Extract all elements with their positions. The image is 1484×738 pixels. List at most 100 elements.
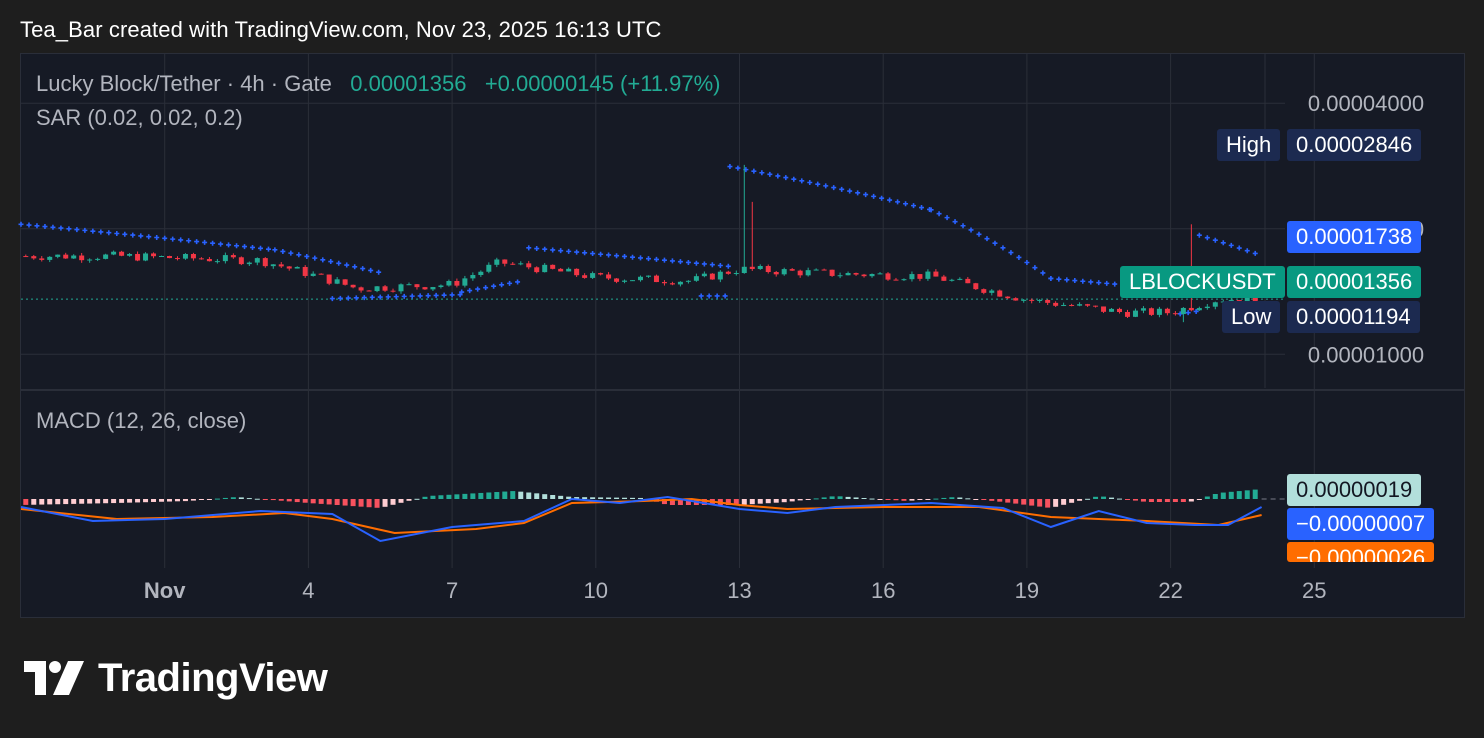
macd-histogram-bar [198,499,204,500]
sar-dot [265,246,271,252]
macd-line [20,495,1263,543]
sar-dot [178,237,184,243]
sar-dot [1048,275,1054,281]
candle-body [430,287,436,290]
sar-dot [1040,270,1046,276]
sar-dot [1220,240,1226,246]
sar-dots [18,164,1258,317]
sar-dot [1204,235,1210,241]
sar-dot [598,251,604,257]
macd-histogram-bar [1021,499,1027,505]
macd-histogram-bar [861,498,867,499]
macd-histogram-bar [374,499,380,508]
macd-histogram-bar [71,499,77,504]
candle-body [550,264,556,269]
sar-dot [706,293,712,299]
candle-body [1164,308,1170,314]
time-axis-tick: Nov [144,578,186,603]
sar-dot [919,205,925,211]
legend-sar[interactable]: SAR (0.02, 0.02, 0.2) [36,105,243,130]
macd-histogram-bar [470,493,476,499]
candle-body [1212,302,1218,307]
sar-dot [534,246,540,252]
sar-dot [807,180,813,186]
candle-body [677,281,683,285]
candle-body [1045,299,1051,303]
sar-dot [1228,242,1234,248]
time-axis-tick: 16 [871,578,895,603]
macd-signal-line [20,497,1262,535]
price-axis-tick: 0.00004000 [1308,91,1424,116]
sar-dot [417,293,423,299]
sar-dot [622,253,628,259]
candle-body [957,278,963,280]
candle-body [949,279,955,281]
macd-histogram-bar [1164,499,1170,502]
candle-body [1204,306,1210,309]
tradingview-brand[interactable]: TradingView [24,655,328,701]
brand-name: TradingView [98,655,328,700]
candle-body [1188,307,1194,311]
sar-dot [968,227,974,233]
candle-body [973,283,979,290]
macd-histogram-bar [853,497,859,499]
macd-histogram-bar [127,499,133,503]
macd-histogram-bar [182,499,188,502]
candle-body [661,282,667,284]
macd-histogram-bar [837,496,843,499]
macd-histogram-bar [606,497,612,499]
candle-body [669,283,675,285]
candle-body [119,251,125,256]
macd-histogram-bar [462,493,468,499]
candle-body [182,254,188,259]
candle-body [406,284,412,286]
sar-dot [871,193,877,199]
sar-dot [1236,245,1242,251]
sar-dot [1212,237,1218,243]
sar-dot [725,263,731,269]
legend-symbol[interactable]: Lucky Block/Tether · 4h · Gate [36,71,332,96]
sar-dot [328,259,334,265]
price-axis-tick: 0.00001000 [1308,342,1424,367]
sar-dot [1244,248,1250,254]
sar-dot [717,263,723,269]
macd-histogram-bar [773,499,779,503]
sar-dot [154,235,160,240]
legend-macd[interactable]: MACD (12, 26, close) [36,408,247,433]
sar-dot [312,255,318,261]
sar-dot [685,259,691,265]
macd-histogram-bar [957,497,963,499]
candle-body [598,273,604,275]
candle-body [622,280,628,282]
sar-dot [911,203,917,209]
candle-body [55,254,61,257]
macd-histogram-bar [1220,492,1226,499]
macd-histogram-bar [566,496,572,499]
candle-body [789,269,795,271]
sar-dot [122,231,128,237]
candle-body [1228,300,1234,302]
axis-labels: 0.000040000.000020000.00001000Nov4710131… [144,91,1424,603]
candle-body [925,271,931,279]
macd-histogram-bar [159,499,165,502]
signal-value-tag: −0.00000026 [1287,542,1435,562]
sar-dot [74,227,80,233]
macd-histogram-bar [733,499,739,505]
sar-dot [960,223,966,229]
sar-dot [574,249,580,255]
sar-dot [735,165,741,171]
candle-body [590,273,596,278]
macd-histogram-bar [701,499,707,505]
macd-histogram-bar [661,499,667,505]
candle-body [630,280,636,282]
candle-body [111,251,117,255]
sar-dot [558,248,564,254]
sar-dot [82,227,88,233]
sar-dot [377,294,383,300]
sar-dot [210,240,216,246]
sar-dot [336,260,342,266]
candle-body [494,259,500,265]
macd-histogram-bar [558,495,564,499]
sar-dot [457,292,463,298]
